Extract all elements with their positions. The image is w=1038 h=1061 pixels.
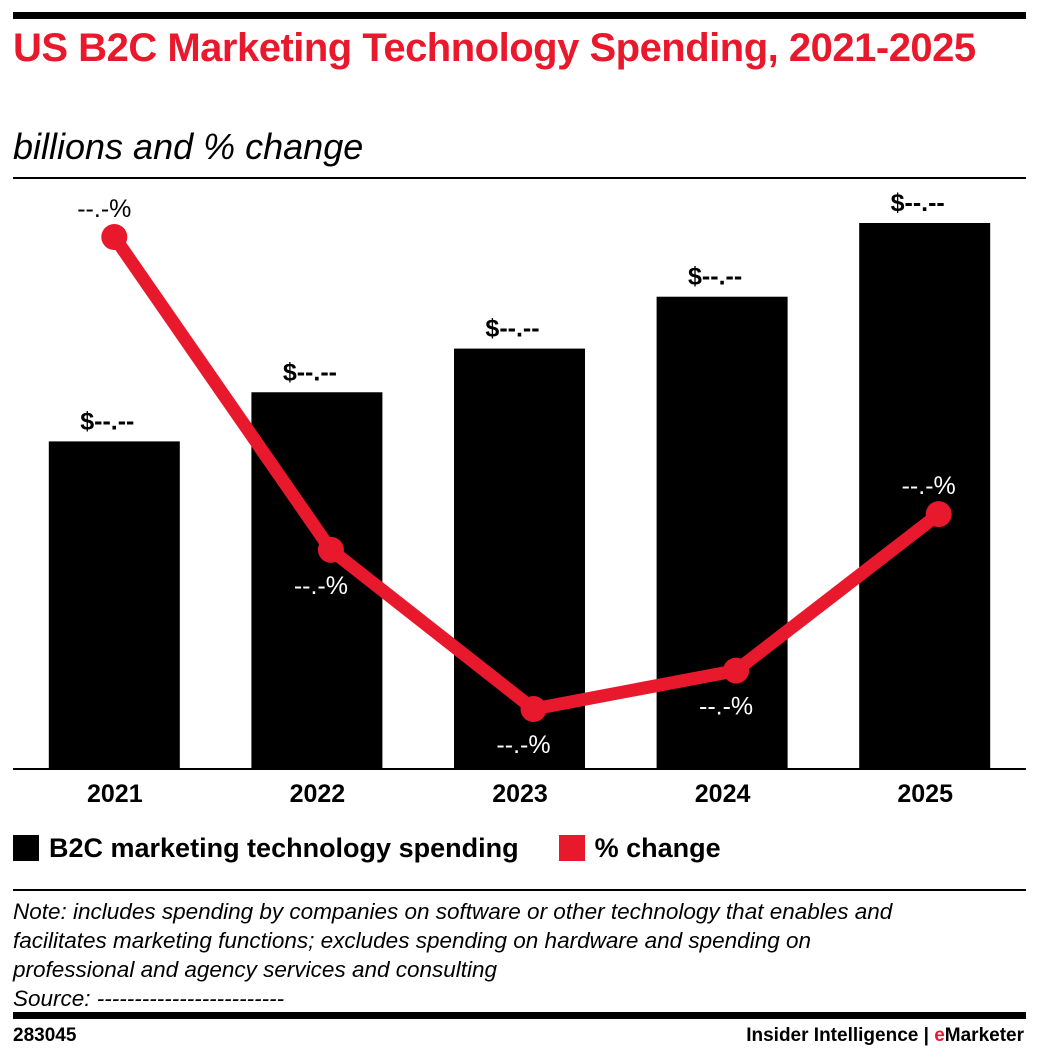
bar-value-label-2022: $--.--: [283, 358, 337, 386]
change-label-2024: --.-%: [699, 693, 753, 721]
brand-accent: e: [934, 1025, 945, 1046]
brand-credit: Insider Intelligence | eMarketer: [746, 1025, 1024, 1047]
bar-line-chart: $--.-- 2021 $--.-- 2022 $--.-- 2023 $--.-- 2024…: [13, 189, 1026, 808]
brand-suffix: Marketer: [944, 1025, 1024, 1046]
line-layer: [101, 224, 952, 722]
note-line: professional and agency services and con…: [13, 957, 498, 982]
x-tick-label-2023: 2023: [492, 780, 548, 808]
legend-item-change: % change: [558, 832, 721, 864]
chart-subtitle: billions and % change: [13, 126, 364, 167]
bars-layer: [48, 223, 991, 769]
chart-title: US B2C Marketing Technology Spending, 20…: [13, 26, 976, 70]
bar-value-label-2025: $--.--: [891, 189, 945, 217]
legend-swatch-change: [558, 835, 585, 861]
change-label-2021: --.-%: [77, 195, 131, 223]
bar-value-label-2024: $--.--: [688, 263, 742, 291]
x-tick-label-2022: 2022: [290, 780, 346, 808]
change-label-2022: --.-%: [294, 572, 348, 600]
bar-2025: [859, 223, 991, 769]
change-point-2024: [723, 657, 750, 684]
legend-label-change: % change: [594, 832, 721, 863]
chart-id: 283045: [13, 1025, 77, 1046]
note-line: facilitates marketing functions; exclude…: [13, 928, 812, 953]
bottom-rule: [13, 1012, 1026, 1019]
x-tick-label-2024: 2024: [695, 780, 751, 808]
change-point-2025: [925, 501, 952, 528]
x-tick-label-2021: 2021: [87, 780, 143, 808]
change-point-2022: [317, 536, 344, 563]
footnote-divider: [13, 889, 1026, 891]
legend-label-spending: B2C marketing technology spending: [49, 832, 519, 863]
x-tick-label-2025: 2025: [897, 780, 953, 808]
bar-value-label-2021: $--.--: [80, 407, 134, 435]
brand-prefix: Insider Intelligence |: [746, 1025, 935, 1046]
bar-2024: [656, 296, 788, 769]
header-divider: [13, 177, 1026, 179]
note-line: Note: includes spending by companies on …: [13, 899, 893, 924]
change-label-2023: --.-%: [496, 731, 550, 759]
bar-2021: [48, 441, 180, 769]
change-label-2025: --.-%: [902, 472, 956, 500]
footnote: Note: includes spending by companies on …: [13, 897, 1023, 1013]
top-rule: [13, 12, 1026, 19]
bar-value-label-2023: $--.--: [485, 315, 539, 343]
legend-swatch-spending: [13, 835, 39, 861]
label-layer: $--.-- 2021 $--.-- 2022 $--.-- 2023 $--.-- 2024…: [77, 189, 956, 808]
change-point-2021: [101, 224, 128, 250]
legend-item-spending: B2C marketing technology spending: [13, 833, 519, 864]
legend: B2C marketing technology spending % chan…: [13, 830, 761, 866]
change-point-2023: [520, 696, 547, 722]
source-line: Source: -------------------------: [13, 986, 285, 1011]
